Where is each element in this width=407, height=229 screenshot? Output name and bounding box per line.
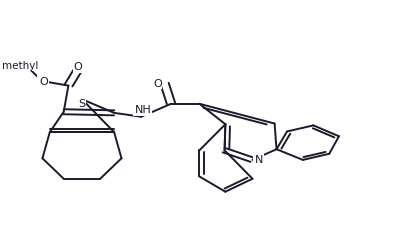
Text: O: O — [153, 79, 161, 89]
Text: N: N — [254, 155, 263, 165]
Text: methyl: methyl — [2, 61, 38, 71]
Text: O: O — [39, 77, 48, 87]
Text: NH: NH — [133, 105, 149, 115]
Text: O: O — [74, 61, 83, 71]
Text: O: O — [153, 79, 162, 89]
Text: NH: NH — [135, 104, 151, 114]
Text: S: S — [79, 98, 85, 108]
Text: O: O — [38, 77, 46, 87]
Text: N: N — [255, 154, 264, 164]
Text: O: O — [74, 63, 82, 73]
